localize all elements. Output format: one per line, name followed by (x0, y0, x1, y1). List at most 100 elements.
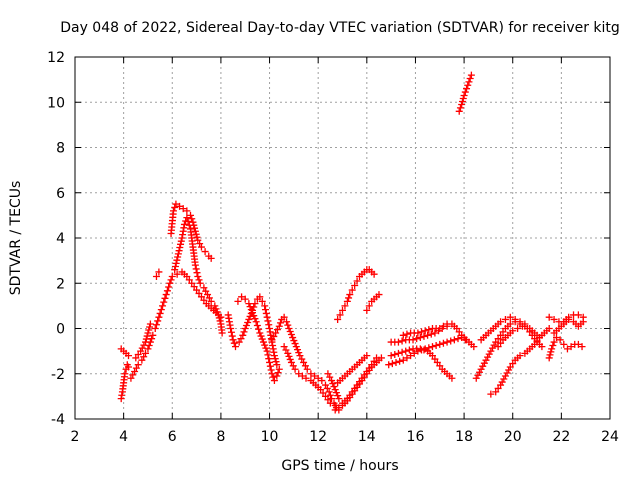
data-point (144, 329, 152, 337)
data-point (456, 104, 464, 112)
data-point (255, 325, 263, 333)
data-point (303, 365, 311, 373)
data-point (168, 272, 176, 280)
data-point (227, 325, 235, 332)
data-point (166, 279, 174, 287)
data-point (505, 366, 513, 374)
data-point (394, 338, 402, 346)
y-tick-label: 2 (56, 276, 65, 292)
data-point (232, 343, 239, 351)
data-point (339, 306, 346, 314)
data-point (201, 248, 209, 256)
data-point (472, 374, 480, 382)
data-point (398, 337, 406, 345)
data-point (363, 352, 371, 360)
data-point (463, 336, 471, 344)
data-point (192, 265, 200, 273)
y-tick-label: -2 (51, 367, 65, 383)
data-point (392, 358, 400, 366)
data-point (436, 325, 444, 332)
data-point (307, 370, 315, 378)
x-tick-label: 8 (216, 429, 225, 445)
data-point (183, 207, 191, 215)
data-point (125, 363, 132, 371)
data-point (268, 370, 276, 378)
data-point (326, 399, 334, 407)
data-point (207, 297, 215, 305)
data-point (265, 321, 273, 329)
data-point (173, 270, 181, 278)
data-point (241, 295, 249, 303)
x-tick-label: 22 (552, 429, 570, 445)
data-point (256, 329, 264, 337)
data-point (335, 395, 343, 403)
data-point (193, 269, 201, 277)
data-point (399, 356, 407, 364)
data-point (454, 335, 462, 343)
data-point (560, 340, 568, 348)
data-point (416, 334, 424, 342)
data-point (154, 317, 162, 325)
data-point (458, 97, 466, 105)
data-point (176, 202, 184, 210)
data-point (418, 328, 426, 336)
data-point (239, 331, 247, 339)
data-point (391, 351, 399, 359)
data-point (549, 341, 557, 349)
data-point (385, 361, 393, 369)
data-point (501, 372, 509, 380)
data-point (439, 339, 447, 347)
data-point (578, 343, 586, 351)
data-point (161, 294, 169, 302)
data-point (244, 318, 252, 326)
data-point (465, 78, 473, 86)
data-point (413, 335, 421, 343)
y-tick-label: 10 (47, 95, 65, 111)
data-point (289, 334, 297, 342)
data-point (459, 94, 467, 102)
data-point (479, 362, 487, 370)
series-arc15 (334, 352, 371, 387)
data-point (213, 308, 221, 316)
data-point (332, 389, 340, 397)
data-point (173, 256, 181, 264)
data-point (269, 373, 277, 381)
series-arc09 (224, 293, 281, 369)
data-point (138, 344, 146, 352)
data-point (497, 318, 505, 326)
data-point (328, 377, 336, 385)
data-point (485, 350, 493, 358)
data-point (501, 315, 509, 323)
data-point (497, 381, 505, 389)
data-point (450, 336, 458, 344)
data-point (490, 341, 498, 349)
data-point (330, 383, 338, 391)
data-point (249, 309, 257, 317)
data-points (117, 71, 587, 414)
data-point (263, 347, 271, 355)
data-point (215, 314, 223, 322)
data-point (416, 345, 424, 353)
data-point (425, 344, 433, 352)
data-point (466, 74, 474, 82)
data-point (241, 325, 249, 332)
x-tick-label: 20 (504, 429, 522, 445)
data-point (427, 330, 435, 338)
data-point (329, 380, 337, 388)
data-point (227, 328, 235, 336)
data-point (211, 302, 219, 310)
series-arc22 (455, 71, 475, 115)
data-point (263, 313, 271, 321)
data-point (331, 386, 339, 394)
data-point (403, 354, 411, 362)
data-point (538, 343, 546, 351)
data-point (365, 302, 373, 310)
data-point (331, 406, 339, 414)
x-tick-label: 18 (455, 429, 473, 445)
data-point (258, 297, 266, 305)
data-point (545, 325, 553, 332)
data-point (302, 374, 310, 382)
data-point (275, 365, 283, 373)
data-point (394, 349, 402, 357)
data-point (291, 365, 299, 373)
